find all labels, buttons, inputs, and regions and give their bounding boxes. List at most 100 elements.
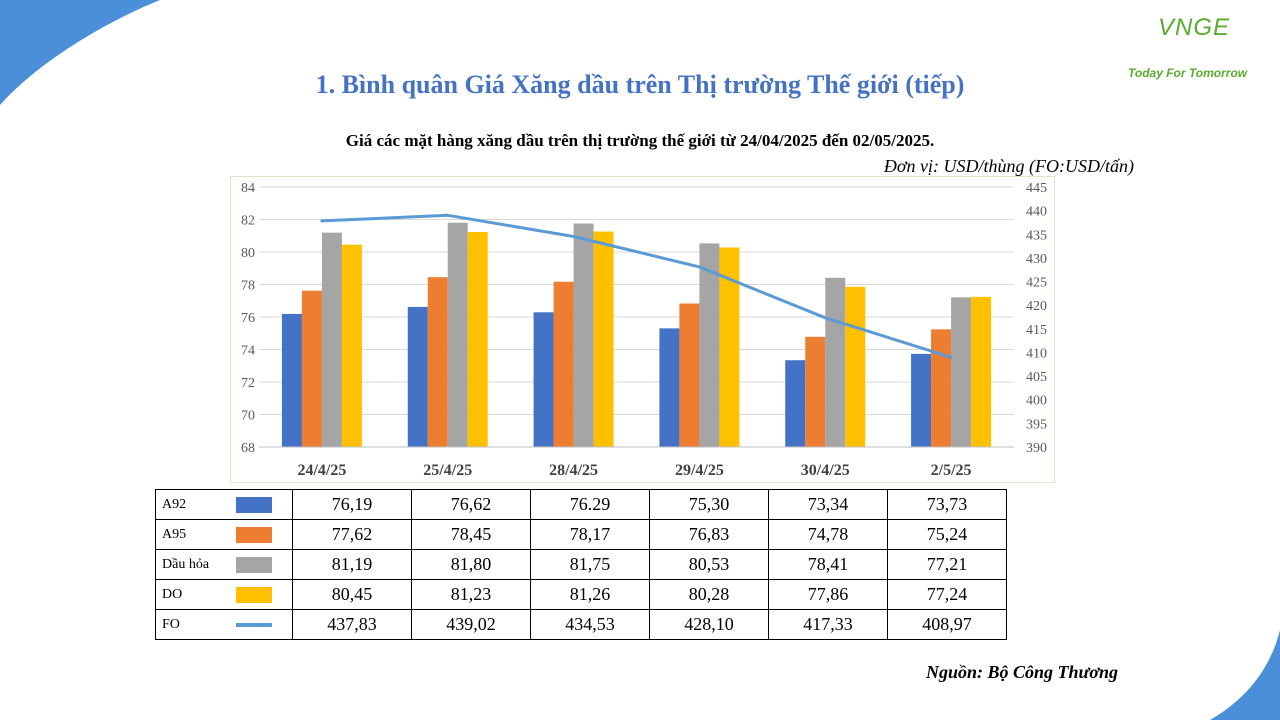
data-value-cell: 77,24 — [887, 579, 1007, 610]
bar-dầu-hỏa — [447, 222, 468, 447]
data-value-cell: 81,80 — [411, 549, 531, 580]
bar-do — [845, 286, 866, 447]
y2-axis-tick-label: 395 — [1026, 417, 1047, 432]
y-axis-tick-label: 72 — [241, 376, 255, 391]
chart-subtitle: Giá các mặt hàng xăng dầu trên thị trườn… — [345, 131, 935, 150]
bar-a92 — [911, 353, 932, 447]
data-value-cell: 78,45 — [411, 519, 531, 550]
y2-axis-tick-label: 415 — [1026, 323, 1047, 338]
legend-swatch — [236, 557, 272, 573]
data-value-cell: 408,97 — [887, 609, 1007, 640]
bar-a95 — [805, 336, 826, 447]
y2-axis-tick-label: 400 — [1026, 394, 1047, 409]
series-name: FO — [162, 616, 180, 632]
series-name-cell: DO — [155, 579, 293, 610]
bar-do — [467, 232, 488, 447]
bar-dầu-hỏa — [699, 243, 720, 447]
data-value-cell: 76,19 — [292, 489, 412, 520]
bar-dầu-hỏa — [321, 232, 342, 447]
table-row: A92 76,19 76,62 76.29 75,30 73,34 73,73 — [155, 489, 1007, 520]
table-row: FO 437,83 439,02 434,53 428,10 417,33 408,97 — [155, 609, 1007, 640]
data-value-cell: 75,30 — [649, 489, 769, 520]
corner-decoration-bottom-right — [1210, 630, 1280, 720]
unit-label: Đơn vị: USD/thùng (FO:USD/tấn) — [883, 156, 1134, 176]
company-logo: VNGE Today For Tomorrow — [1120, 14, 1270, 86]
data-value-cell: 428,10 — [649, 609, 769, 640]
y-axis-tick-label: 84 — [241, 181, 255, 196]
line-point-fo — [320, 219, 324, 223]
bar-a95 — [679, 303, 700, 447]
y2-axis-tick-label: 430 — [1026, 252, 1047, 267]
data-value-cell: 80,45 — [292, 579, 412, 610]
data-value-cell: 81,26 — [530, 579, 650, 610]
bar-dầu-hỏa — [573, 223, 594, 447]
line-series-fo — [320, 213, 953, 359]
bar-a92 — [407, 306, 428, 447]
table-row: DO 80,45 81,23 81,26 80,28 77,86 77,24 — [155, 579, 1007, 610]
data-value-cell: 77,21 — [887, 549, 1007, 580]
data-value-cell: 78,17 — [530, 519, 650, 550]
bar-a95 — [301, 290, 322, 447]
bar-do — [971, 296, 992, 447]
y2-axis-tick-label: 435 — [1026, 228, 1047, 243]
data-value-cell: 77,62 — [292, 519, 412, 550]
bar-do — [719, 247, 740, 447]
series-name: A92 — [162, 496, 187, 512]
data-table: A92 76,19 76,62 76.29 75,30 73,34 73,73 A95 77,6… — [155, 489, 1007, 640]
data-value-cell: 76,83 — [649, 519, 769, 550]
x-axis-tick-label: 28/4/25 — [549, 462, 598, 479]
y2-axis-tick-label: 390 — [1026, 441, 1047, 456]
data-value-cell: 434,53 — [530, 609, 650, 640]
bar-a92 — [659, 328, 680, 447]
logo-tagline: Today For Tomorrow — [1128, 66, 1248, 80]
x-axis-tick-label: 25/4/25 — [423, 462, 472, 479]
bar-a92 — [533, 312, 554, 447]
y2-axis-tick-label: 405 — [1026, 370, 1047, 385]
bar-a92 — [281, 313, 302, 447]
line-point-fo — [949, 355, 953, 359]
y2-axis-tick-label: 445 — [1026, 181, 1047, 196]
corner-decoration-top-left — [0, 0, 160, 105]
line-point-fo — [572, 234, 576, 238]
source-note: Nguồn: Bộ Công Thương — [926, 662, 1118, 682]
y-axis-tick-label: 70 — [241, 409, 255, 424]
y-axis-tick-label: 68 — [241, 441, 255, 456]
bar-do — [341, 244, 362, 447]
series-name: Dầu hỏa — [162, 556, 210, 572]
data-value-cell: 80,53 — [649, 549, 769, 580]
x-axis-tick-label: 30/4/25 — [801, 462, 850, 479]
data-value-cell: 75,24 — [887, 519, 1007, 550]
bar-a95 — [427, 277, 448, 447]
line-point-fo — [697, 265, 701, 269]
table-row: Dầu hỏa 81,19 81,80 81,75 80,53 78,41 77,21 — [155, 549, 1007, 580]
data-value-cell: 80,28 — [649, 579, 769, 610]
data-value-cell: 437,83 — [292, 609, 412, 640]
bar-a95 — [553, 281, 574, 447]
x-axis-tick-label: 2/5/25 — [931, 462, 972, 479]
series-name-cell: Dầu hỏa — [155, 549, 293, 580]
x-axis-tick-label: 29/4/25 — [675, 462, 724, 479]
data-value-cell: 74,78 — [768, 519, 888, 550]
data-value-cell: 417,33 — [768, 609, 888, 640]
y-axis-tick-label: 80 — [241, 246, 255, 261]
combo-chart: 68 70 72 74 76 78 80 82 84 390 395 400 405 410 415 420 4… — [230, 176, 1055, 483]
series-name-cell: A95 — [155, 519, 293, 550]
series-name: DO — [162, 586, 183, 602]
x-axis-tick-label: 24/4/25 — [297, 462, 346, 479]
slide-title: 1. Bình quân Giá Xăng dầu trên Thị trườn… — [315, 70, 965, 99]
data-value-cell: 76.29 — [530, 489, 650, 520]
line-point-fo — [823, 316, 827, 320]
bar-dầu-hỏa — [951, 297, 972, 447]
y-axis-tick-label: 78 — [241, 279, 255, 294]
line-point-fo — [446, 213, 450, 217]
data-value-cell: 73,34 — [768, 489, 888, 520]
data-value-cell: 81,19 — [292, 549, 412, 580]
data-value-cell: 77,86 — [768, 579, 888, 610]
y2-axis-tick-label: 410 — [1026, 346, 1047, 361]
legend-swatch — [236, 527, 272, 543]
table-row: A95 77,62 78,45 78,17 76,83 74,78 75,24 — [155, 519, 1007, 550]
y-axis-tick-label: 74 — [241, 344, 255, 359]
bar-dầu-hỏa — [825, 277, 846, 447]
data-value-cell: 76,62 — [411, 489, 531, 520]
bar-do — [593, 231, 614, 447]
